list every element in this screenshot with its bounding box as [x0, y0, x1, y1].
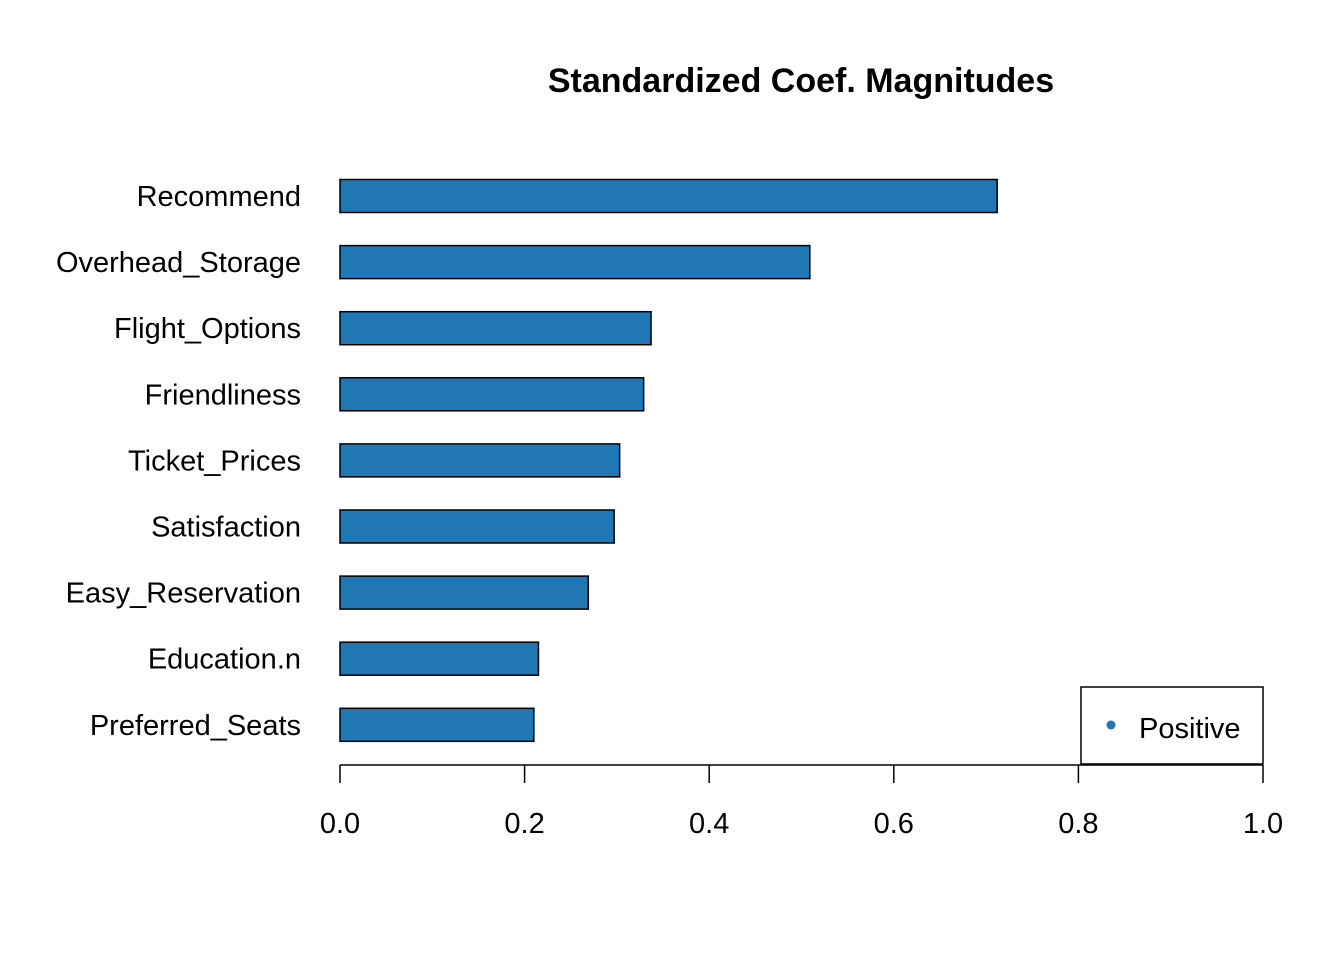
x-axis: 0.0 0.2 0.4 0.6 0.8 1.0	[320, 764, 1283, 840]
chart-title: Standardized Coef. Magnitudes	[548, 62, 1054, 100]
legend-marker	[1106, 720, 1116, 730]
category-label: Education.n	[148, 644, 301, 676]
bar-flight-options	[339, 310, 652, 346]
x-tick-label: 1.0	[1243, 808, 1283, 840]
category-label: Preferred_Seats	[90, 710, 301, 742]
x-tick-label: 0.6	[874, 808, 914, 840]
category-labels: Recommend Overhead_Storage Flight_Options F…	[56, 181, 301, 742]
category-label: Flight_Options	[114, 313, 301, 345]
bar-recommend	[339, 178, 998, 214]
bar-overhead-storage	[339, 244, 811, 280]
bar-education-n	[339, 641, 540, 676]
bar-preferred-seats	[339, 707, 535, 743]
bar-satisfaction	[339, 509, 615, 544]
legend-label: Positive	[1139, 713, 1241, 745]
category-label: Recommend	[137, 181, 301, 213]
bar-friendliness	[339, 377, 645, 412]
x-tick-label: 0.4	[689, 808, 729, 840]
category-label: Ticket_Prices	[128, 445, 301, 477]
bar-ticket-prices	[339, 443, 621, 478]
category-label: Overhead_Storage	[56, 247, 301, 279]
category-label: Satisfaction	[151, 512, 301, 544]
category-label: Easy_Reservation	[66, 578, 301, 610]
legend: Positive	[1080, 686, 1264, 765]
bar-easy-reservation	[339, 575, 590, 610]
bars-group	[339, 178, 998, 743]
x-tick-label: 0.8	[1058, 808, 1098, 840]
x-tick-label: 0.0	[320, 808, 360, 840]
legend-box	[1080, 686, 1264, 765]
category-label: Friendliness	[145, 379, 301, 411]
x-tick-label: 0.2	[504, 808, 544, 840]
